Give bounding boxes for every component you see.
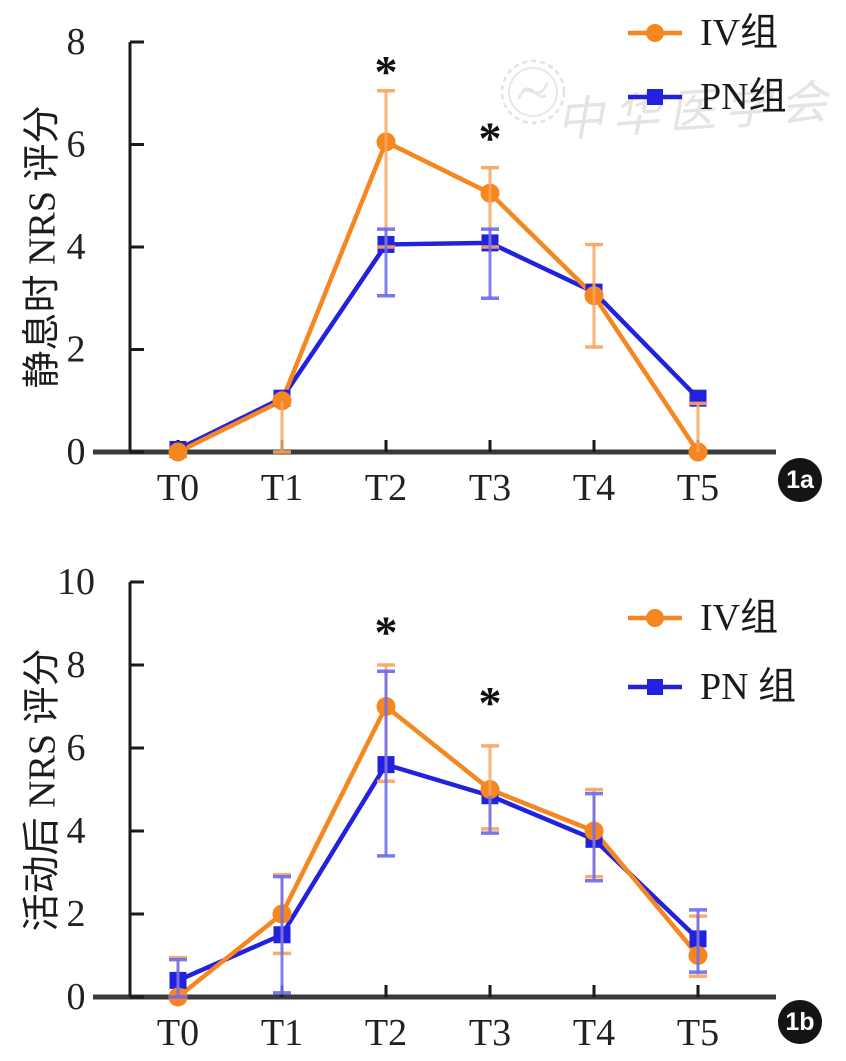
- chart-panel-1b: 活动后 NRS 评分 0 2 4 6 8 10 T0 T1 T2 T3 T4 T5 * * IV组 PN …: [0, 530, 846, 1061]
- legend-label-pn: PN 组: [700, 666, 797, 708]
- y-tick-label: 2: [67, 329, 86, 371]
- y-tick-label: 4: [67, 810, 86, 852]
- series-line-IV: [175, 704, 701, 1000]
- legend-item-pn: PN组: [626, 77, 787, 117]
- series-line-PN: [175, 762, 701, 983]
- y-tick-label: 4: [67, 226, 86, 268]
- x-tick-label: T0: [157, 467, 199, 509]
- chart-panel-1a: 中华医学会 静息时 NRS 评分 0 2 4 6 8 T0 T1 T2 T3 T4 T5 * * IV组…: [0, 0, 846, 530]
- pn-series-sample-icon: [628, 89, 682, 105]
- cma-seal-icon: [500, 59, 566, 125]
- iv-series-sample-icon: [628, 609, 682, 627]
- x-tick-label: T4: [573, 467, 615, 509]
- legend-label-iv: IV组: [700, 597, 779, 639]
- legend: IV组 PN 组: [626, 598, 796, 707]
- y-tick-label: 6: [67, 727, 86, 769]
- x-tick-label: T4: [573, 1012, 615, 1054]
- y-tick-label: 2: [67, 893, 86, 935]
- panel-badge-1a: 1a: [778, 458, 822, 502]
- y-tick-label: 0: [67, 431, 86, 473]
- x-tick-label: T1: [261, 467, 303, 509]
- legend-item-iv: IV组: [626, 13, 787, 53]
- x-tick-label: T2: [365, 467, 407, 509]
- legend-marker-IV: [646, 24, 664, 42]
- x-tick-label: T5: [677, 1012, 719, 1054]
- line-chart-rest-nrs: 0 2 4 6 8 T0 T1 T2 T3 T4 T5 * *: [67, 21, 776, 509]
- legend-marker-PN: [647, 679, 663, 695]
- series-line-IV: [175, 139, 701, 455]
- iv-series-sample-icon: [628, 24, 682, 42]
- significance-asterisk: *: [479, 113, 502, 164]
- x-tick-label: T1: [261, 1012, 303, 1054]
- y-tick-label: 8: [67, 644, 86, 686]
- significance-asterisk: *: [375, 607, 398, 658]
- y-tick-label: 8: [67, 21, 86, 63]
- legend-marker-PN: [647, 89, 663, 105]
- panel-badge-1b: 1b: [778, 1000, 822, 1044]
- line-chart-activity-nrs: 0 2 4 6 8 10 T0 T1 T2 T3 T4 T5 * *: [57, 561, 776, 1054]
- legend-item-pn: PN 组: [626, 667, 796, 707]
- pn-series-sample-icon: [628, 679, 682, 695]
- x-tick-label: T3: [469, 1012, 511, 1054]
- series-line-PN: [175, 240, 701, 452]
- legend-marker-IV: [646, 609, 664, 627]
- y-tick-label: 6: [67, 124, 86, 166]
- y-tick-label: 10: [57, 561, 95, 603]
- x-tick-label: T5: [677, 467, 719, 509]
- significance-asterisk: *: [479, 677, 502, 728]
- legend-item-iv: IV组: [626, 598, 796, 638]
- legend-label-iv: IV组: [700, 12, 779, 54]
- x-tick-label: T3: [469, 467, 511, 509]
- x-tick-label: T0: [157, 1012, 199, 1054]
- significance-asterisk: *: [375, 46, 398, 97]
- legend: IV组 PN组: [626, 13, 787, 117]
- data-point-IV: [168, 442, 188, 462]
- legend-label-pn: PN组: [700, 76, 787, 118]
- y-tick-label: 0: [67, 976, 86, 1018]
- x-tick-label: T2: [365, 1012, 407, 1054]
